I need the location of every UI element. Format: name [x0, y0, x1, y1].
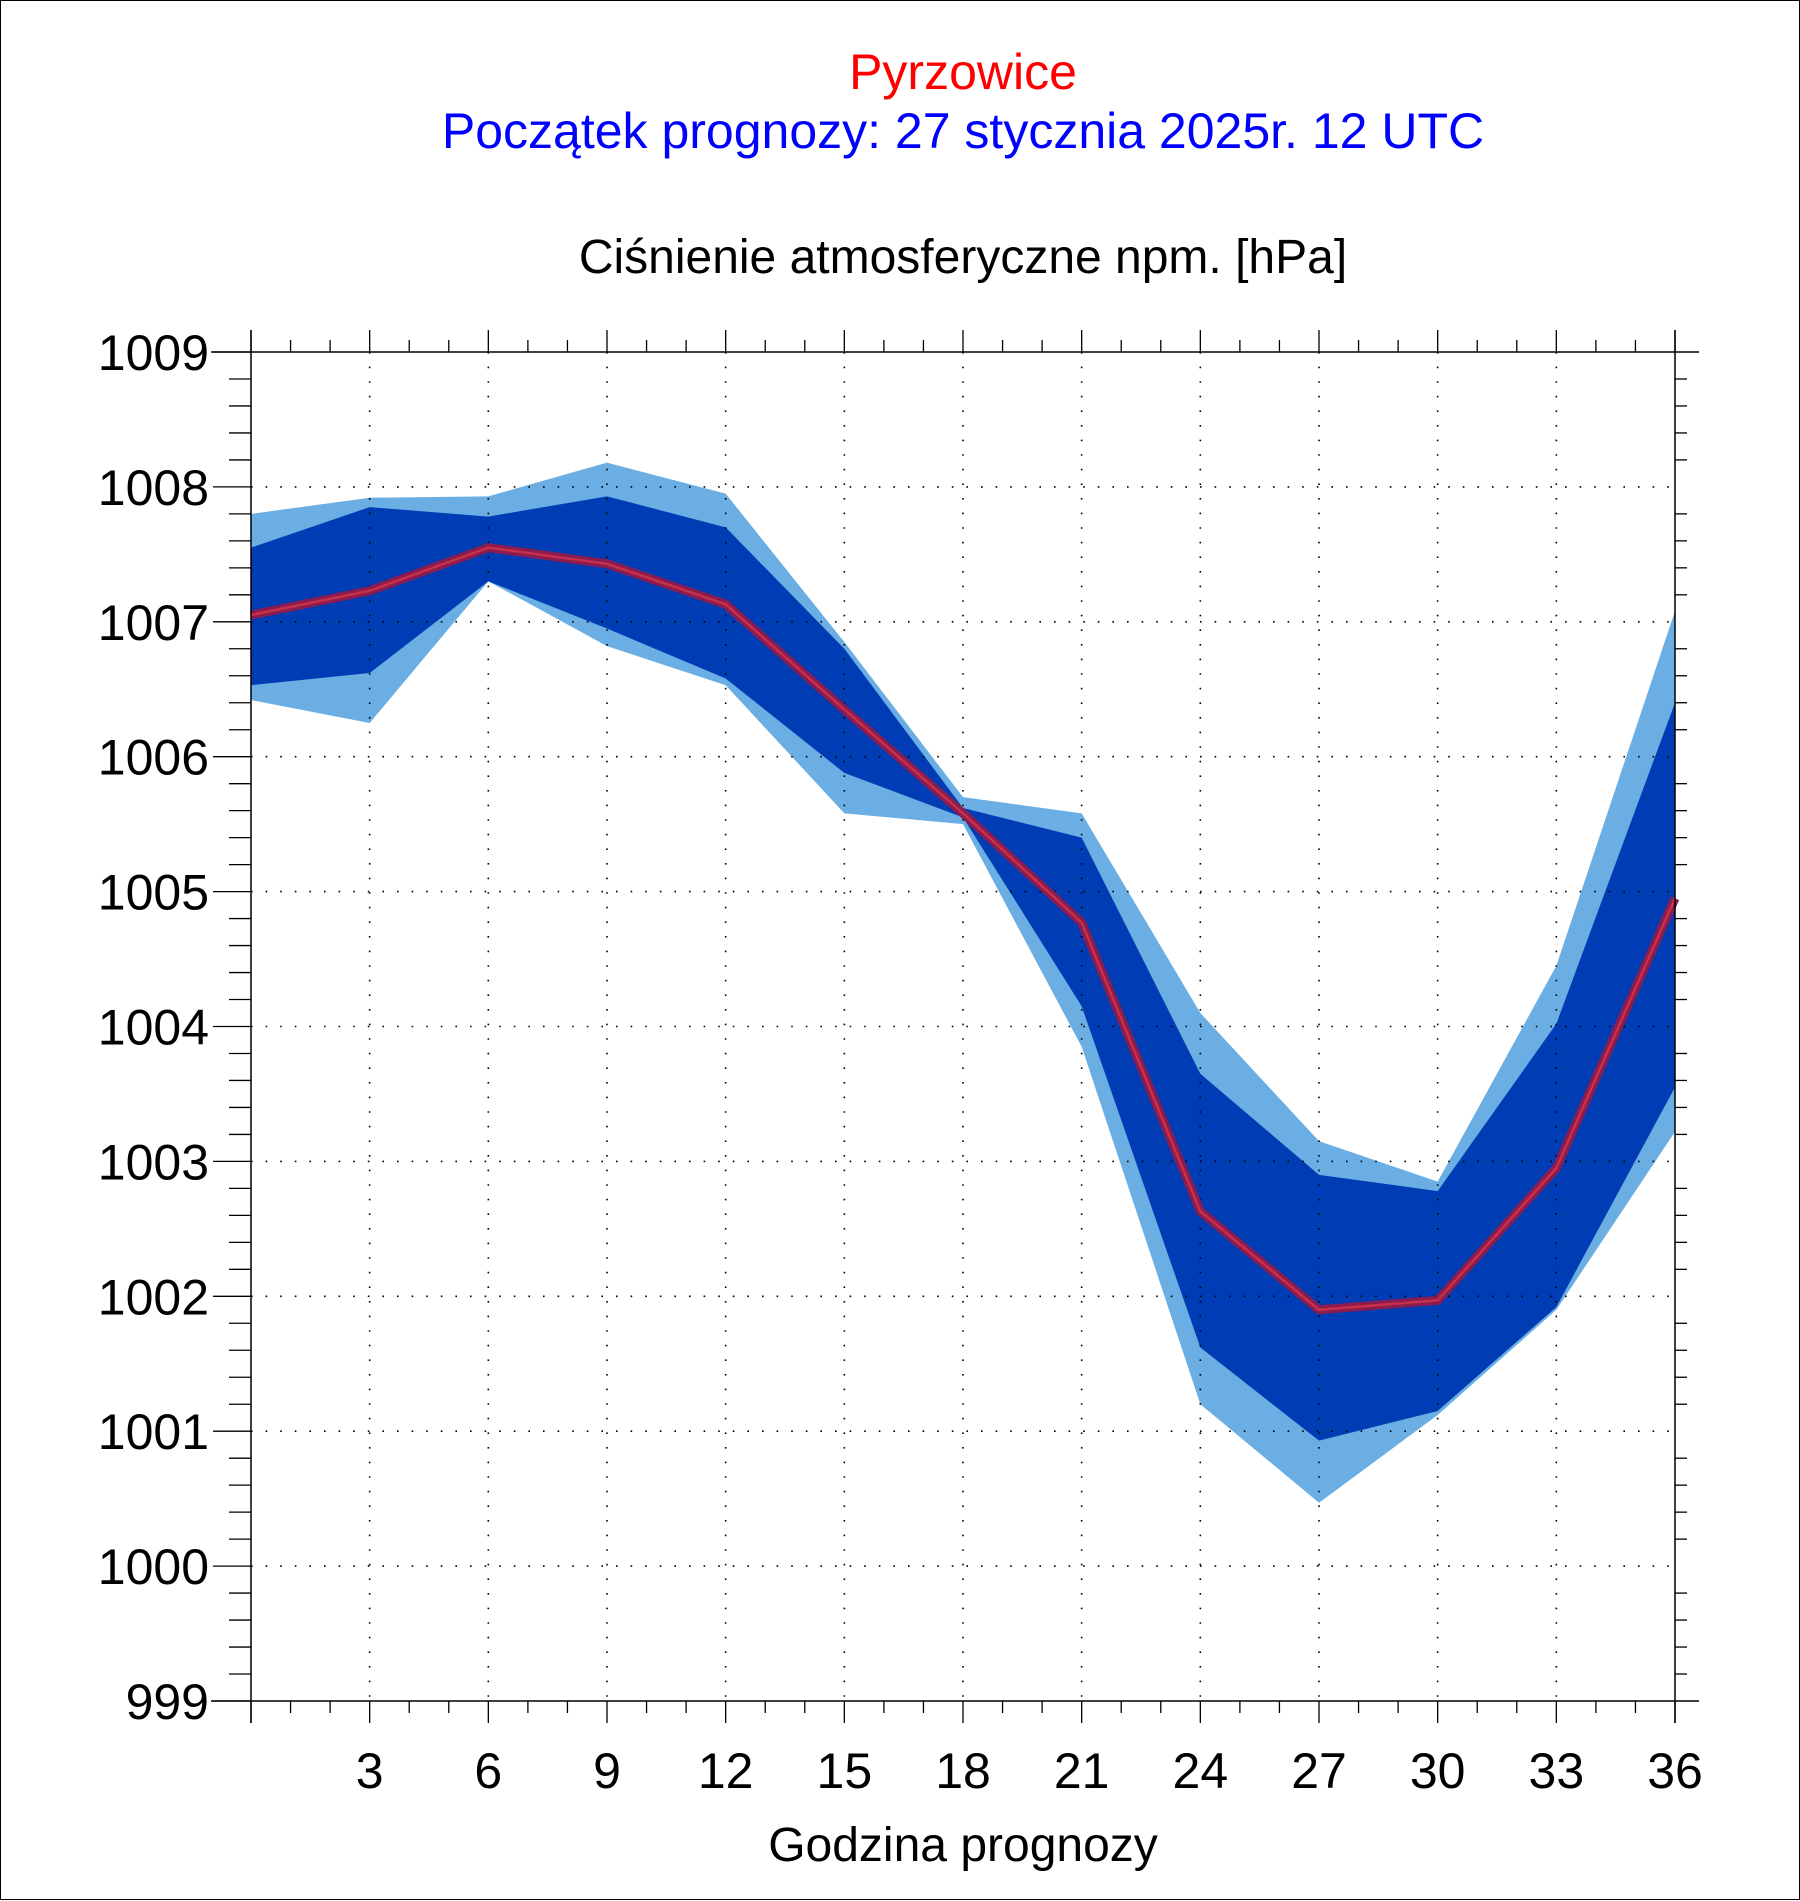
y-tick-label: 1004 — [98, 1000, 209, 1056]
x-tick-label: 18 — [935, 1743, 991, 1799]
x-tick-label: 6 — [474, 1743, 502, 1799]
y-tick-label: 1002 — [98, 1269, 209, 1325]
y-tick-label: 1003 — [98, 1134, 209, 1190]
x-tick-label: 30 — [1410, 1743, 1466, 1799]
x-tick-labels: 3 6 9 12 15 18 21 24 27 30 33 36 — [356, 1743, 1703, 1799]
x-tick-label: 21 — [1054, 1743, 1110, 1799]
x-axis-label: Godzina prognozy — [768, 1819, 1158, 1872]
x-tick-label: 27 — [1291, 1743, 1347, 1799]
x-tick-label: 9 — [593, 1743, 621, 1799]
forecast-start-title: Początek prognozy: 27 stycznia 2025r. 12… — [442, 103, 1484, 159]
y-tick-label: 1008 — [98, 460, 209, 516]
y-tick-labels: 999 1000 1001 1002 1003 1004 1005 1006 1007 1008 1… — [98, 325, 209, 1730]
x-tick-label: 3 — [356, 1743, 384, 1799]
y-tick-label: 999 — [126, 1674, 209, 1730]
x-tick-label: 12 — [698, 1743, 754, 1799]
x-tick-label: 24 — [1173, 1743, 1229, 1799]
y-tick-label: 1000 — [98, 1539, 209, 1595]
chart-title: Ciśnienie atmosferyczne npm. [hPa] — [579, 231, 1347, 284]
y-tick-label: 1006 — [98, 730, 209, 786]
station-title: Pyrzowice — [849, 44, 1077, 100]
y-tick-label: 1007 — [98, 595, 209, 651]
y-tick-label: 1001 — [98, 1404, 209, 1460]
y-tick-label: 1009 — [98, 325, 209, 381]
x-tick-label: 15 — [817, 1743, 873, 1799]
axes — [211, 330, 1699, 1723]
y-tick-label: 1005 — [98, 865, 209, 921]
x-tick-label: 33 — [1529, 1743, 1585, 1799]
mean-line-core — [250, 546, 1677, 1312]
ensemble-bands — [251, 462, 1675, 1503]
mean-line-group — [250, 542, 1680, 1315]
x-tick-label: 36 — [1647, 1743, 1703, 1799]
inner-spread-band — [251, 496, 1675, 1441]
